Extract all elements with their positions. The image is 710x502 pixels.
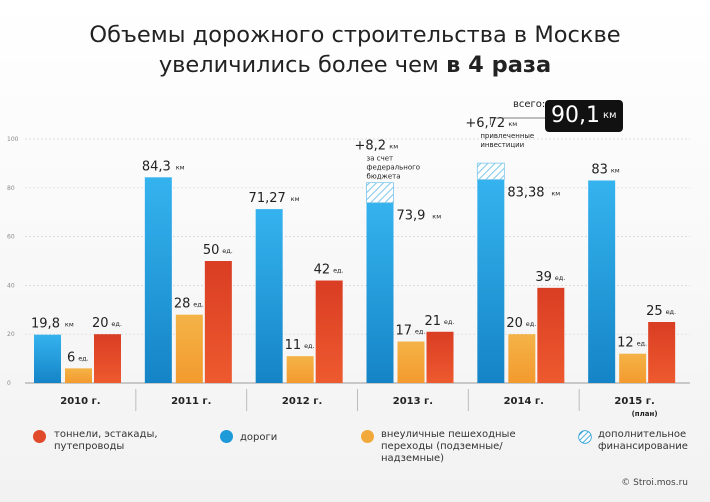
legend-label-extra: дополнительное финансирование [598,429,688,452]
data-unit-roads: км [65,321,74,329]
data-unit-crossings: ед. [304,342,315,350]
data-label-tunnels: 21 [425,314,442,329]
data-label-crossings: 6 [67,350,75,365]
data-label-crossings: 11 [285,338,302,353]
bar-roads [144,177,172,383]
data-unit-roads: км [551,190,560,198]
additional-financing-note: привлеченные [480,132,534,140]
additional-financing-label: +6,72 [465,116,505,131]
legend-label-crossings: внеуличные пешеходные переходы (подземны… [381,429,516,464]
data-label-crossings: 17 [396,324,413,339]
data-unit-roads: км [291,195,300,203]
total-unit: км [602,110,617,121]
data-label-tunnels: 25 [646,304,663,319]
data-label-tunnels: 20 [92,316,109,331]
data-label-crossings: 12 [617,336,634,351]
x-tick-label: 2015 г. [614,396,654,407]
chart-title-line1: Объемы дорожного строительства в Москве [89,22,621,48]
total-value-box: 90,1 км [545,100,623,132]
x-tick-label: 2011 г. [171,396,211,407]
data-unit-crossings: ед. [526,320,537,328]
additional-financing-label: +8,2 [355,139,387,154]
bar-tunnels [315,280,343,383]
y-tick-label: 20 [7,331,15,338]
data-unit-roads: км [432,213,441,221]
bar-tunnels [426,331,454,383]
y-tick-label: 100 [7,136,19,143]
legend-swatch-roads [220,430,233,443]
data-unit-crossings: ед. [415,328,426,336]
data-label-roads: 71,27 [249,191,286,206]
bar-crossings [397,341,425,383]
bar-roads [34,334,61,383]
data-unit-tunnels: ед. [555,274,566,282]
bar-crossings [175,314,203,383]
bar-additional-financing [476,162,505,180]
y-tick-label: 0 [7,380,11,387]
bar-tunnels [648,322,676,383]
data-label-tunnels: 50 [203,243,220,258]
x-tick-label: 2014 г. [504,396,544,407]
data-unit-tunnels: ед. [111,320,122,328]
data-label-tunnels: 39 [535,270,552,285]
y-tick-label: 80 [7,185,15,192]
bar-roads [588,180,616,383]
y-tick-label: 60 [7,234,15,241]
bar-crossings [286,356,314,383]
y-tick-label: 40 [7,282,15,289]
data-unit-crossings: ед. [637,340,648,348]
bar-tunnels [537,287,565,383]
data-unit-tunnels: ед. [444,318,455,326]
data-unit-crossings: ед. [193,301,204,309]
additional-financing-note: за счет [367,155,394,163]
total-connector [489,117,545,125]
data-unit-tunnels: ед. [666,308,677,316]
legend-swatch-crossings [361,430,374,443]
data-label-roads: 83,38 [507,186,544,201]
additional-financing-note: бюджета [367,173,401,181]
data-label-roads: 84,3 [142,159,171,174]
data-label-crossings: 28 [174,297,191,312]
chart-title-line2-plain: увеличились более чем [158,52,447,78]
additional-financing-unit: км [389,143,398,151]
bar-roads [255,209,283,383]
additional-financing-unit: км [508,120,517,128]
additional-financing-note: инвестиции [480,141,524,149]
data-unit-roads: км [176,163,185,171]
bar-tunnels [204,261,232,383]
bar-crossings [65,368,92,383]
x-tick-label: 2013 г. [393,396,433,407]
additional-financing-note: федерального [367,164,421,172]
data-label-roads: 73,9 [397,209,426,224]
data-label-roads: 19,8 [31,317,60,332]
legend-swatch-extra [578,430,592,444]
x-tick-note: (план) [632,410,658,418]
bar-crossings [619,353,647,383]
legend-label-roads: дороги [240,432,278,443]
chart-title-line2: увеличились более чем в 4 раза [0,50,710,80]
data-label-roads: 83 [591,162,608,177]
bar-additional-financing [366,182,394,204]
total-value: 90,1 [551,103,600,128]
data-label-tunnels: 42 [314,263,331,278]
bar-roads [477,179,505,383]
footer-source: © Stroi.mos.ru [621,478,688,488]
bar-crossings [508,334,536,383]
bar-tunnels [94,334,121,383]
x-tick-label: 2010 г. [60,396,100,407]
bar-roads [366,202,394,383]
data-unit-crossings: ед. [78,354,89,362]
data-unit-tunnels: ед. [222,247,233,255]
legend-label-tunnels: тоннели, эстакады, путепроводы [54,429,158,452]
legend-swatch-tunnels [33,430,46,443]
data-unit-tunnels: ед. [333,267,344,275]
data-unit-roads: км [611,166,620,174]
data-label-crossings: 20 [506,316,523,331]
total-label: всего: [513,99,546,110]
x-tick-label: 2012 г. [282,396,322,407]
chart-title-line2-bold: в 4 раза [446,52,552,78]
